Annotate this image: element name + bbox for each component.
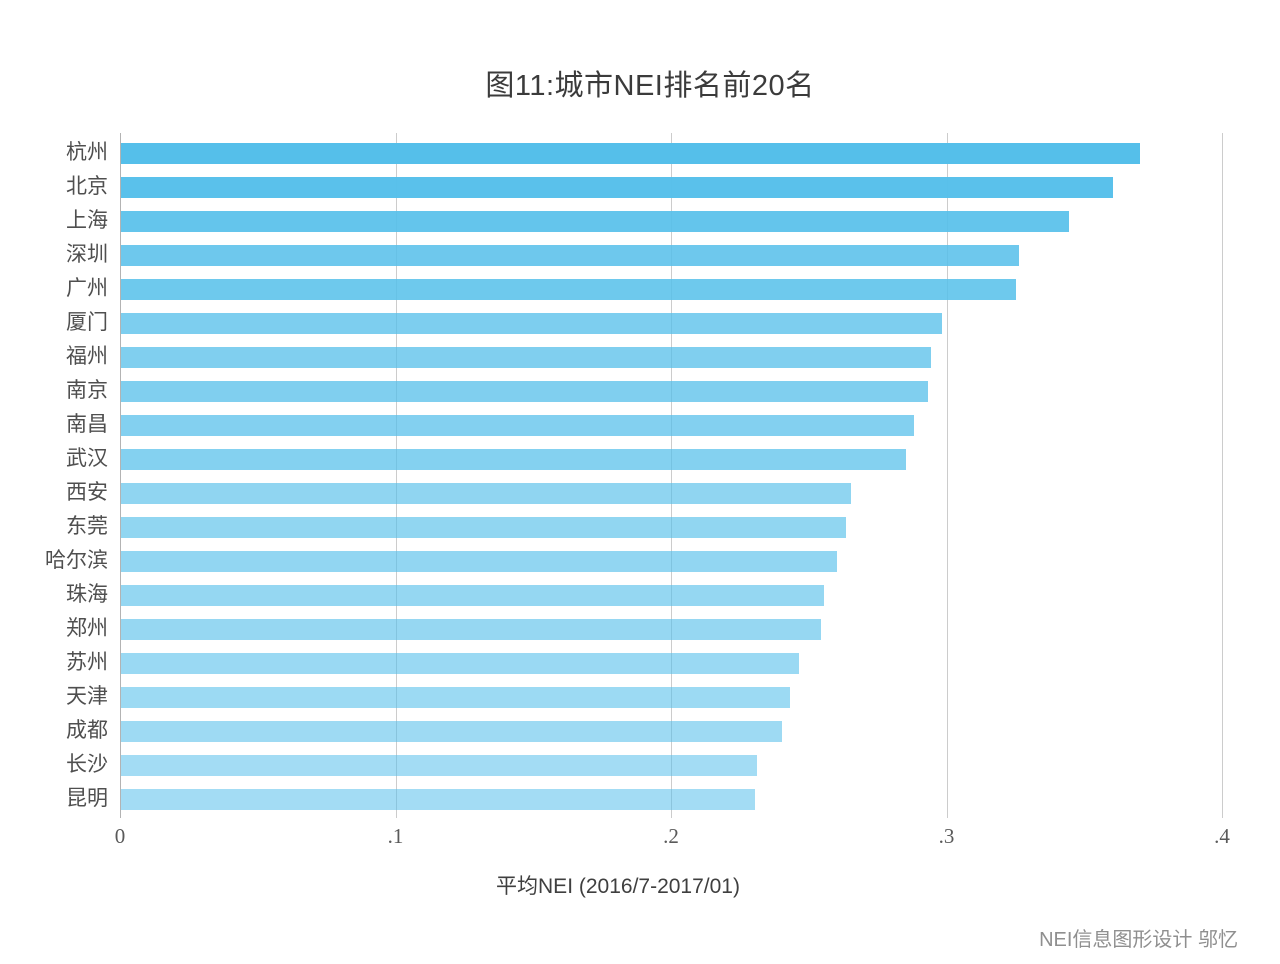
y-axis-labels: 杭州北京上海深圳广州厦门福州南京南昌武汉西安东莞哈尔滨珠海郑州苏州天津成都长沙昆…	[0, 133, 108, 818]
bar-row	[121, 680, 1223, 714]
bar	[121, 584, 824, 606]
bar-row	[121, 476, 1223, 510]
bar	[121, 244, 1020, 266]
y-axis-label: 天津	[66, 685, 108, 708]
bar	[121, 176, 1113, 198]
bar-row	[121, 714, 1223, 748]
y-axis-label: 西安	[66, 481, 108, 504]
y-axis-label: 深圳	[66, 243, 108, 266]
bar-row	[121, 408, 1223, 442]
bar-row	[121, 306, 1223, 340]
gridline	[946, 133, 948, 818]
bar-row	[121, 578, 1223, 612]
bar-row	[121, 544, 1223, 578]
bar	[121, 754, 758, 776]
bar-row	[121, 748, 1223, 782]
bar-row	[121, 170, 1223, 204]
bar	[121, 448, 907, 470]
bar-row	[121, 612, 1223, 646]
bar	[121, 482, 852, 504]
y-axis-label: 哈尔滨	[45, 549, 108, 572]
bar-row	[121, 272, 1223, 306]
bar-row	[121, 136, 1223, 170]
chart-title: 图11:城市NEI排名前20名	[485, 70, 815, 102]
bar	[121, 788, 755, 810]
bar	[121, 550, 838, 572]
y-axis-label: 武汉	[66, 447, 108, 470]
x-tick-label: .2	[663, 824, 679, 848]
y-axis-label: 昆明	[66, 787, 108, 810]
x-tick-label: 0	[114, 824, 126, 848]
x-tick-label: .4	[1214, 824, 1230, 848]
bar-row	[121, 782, 1223, 816]
bar	[121, 380, 929, 402]
bar	[121, 516, 846, 538]
gridline	[671, 133, 672, 818]
x-axis-title: 平均NEI (2016/7-2017/01)	[496, 875, 740, 898]
bar	[121, 210, 1069, 232]
y-axis-label: 东莞	[66, 515, 108, 538]
bar-row	[121, 442, 1223, 476]
bar-row	[121, 238, 1223, 272]
bar-row	[121, 510, 1223, 544]
y-axis-label: 长沙	[66, 753, 108, 776]
x-axis-ticks: 0 .1 .2 .3 .4	[115, 824, 1230, 854]
y-axis-label: 南京	[66, 379, 108, 402]
y-axis-label: 广州	[66, 277, 108, 300]
y-axis-label: 成都	[66, 719, 108, 742]
bar	[121, 720, 783, 742]
x-tick-label: .3	[938, 824, 955, 848]
y-axis-label: 杭州	[66, 141, 108, 164]
bar-row	[121, 340, 1223, 374]
y-axis-label: 南昌	[66, 413, 108, 436]
bar-row	[121, 374, 1223, 408]
bar	[121, 618, 821, 640]
y-axis-label: 苏州	[66, 651, 108, 674]
bar	[121, 414, 915, 436]
plot-area	[120, 133, 1223, 818]
gridline	[395, 133, 397, 818]
y-axis-label: 珠海	[66, 583, 108, 606]
bar	[121, 278, 1017, 300]
bar-row	[121, 646, 1223, 680]
y-axis-label: 北京	[66, 175, 108, 198]
credit-text: NEI信息图形设计 邬忆	[1039, 929, 1238, 951]
y-axis-label: 厦门	[66, 311, 108, 334]
y-axis-label: 上海	[66, 209, 108, 232]
bar	[121, 652, 799, 674]
x-tick-label: .1	[387, 824, 404, 848]
bar-row	[121, 204, 1223, 238]
y-axis-label: 福州	[66, 345, 108, 368]
bar	[121, 312, 942, 334]
y-axis-label: 郑州	[66, 617, 108, 640]
bar	[121, 686, 791, 708]
bar	[121, 346, 931, 368]
gridline	[1222, 133, 1223, 818]
bar	[121, 142, 1141, 164]
